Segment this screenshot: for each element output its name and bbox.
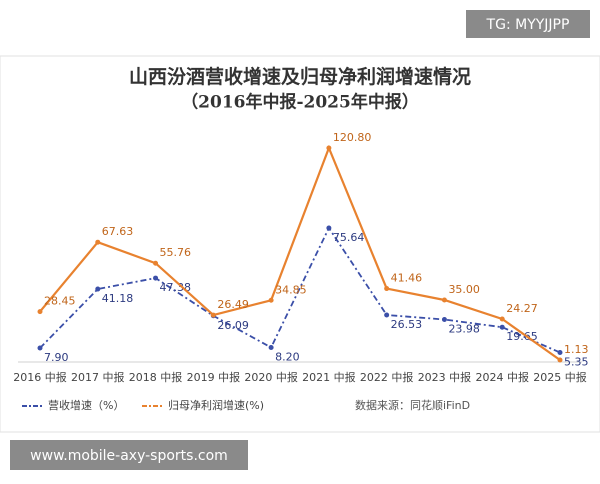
data-label: 23.98 xyxy=(448,323,480,336)
point xyxy=(210,312,216,318)
badge: TG: MYYJJPP xyxy=(486,17,570,33)
point xyxy=(384,286,390,292)
x-tick-label: 2025 中报 xyxy=(533,370,587,384)
x-tick-label: 2017 中报 xyxy=(71,370,125,384)
data-label: 26.09 xyxy=(217,319,249,332)
data-label: 75.64 xyxy=(333,231,365,244)
point xyxy=(95,239,101,245)
data-label: 24.27 xyxy=(506,302,538,315)
footer-bg xyxy=(10,440,248,470)
point xyxy=(153,260,159,266)
x-tick-label: 2020 中报 xyxy=(244,370,298,384)
data-label: 5.35 xyxy=(564,356,589,369)
point xyxy=(95,286,101,292)
point xyxy=(326,225,332,231)
legend-label: 归母净利润增速(%) xyxy=(168,398,264,412)
data-label: 55.76 xyxy=(160,246,192,259)
point xyxy=(268,344,274,350)
x-tick-label: 2019 中报 xyxy=(187,370,241,384)
point xyxy=(326,145,332,151)
x-tick-label: 2023 中报 xyxy=(418,370,472,384)
footer: www.mobile-axy-sports.com xyxy=(30,448,228,464)
point xyxy=(441,297,447,303)
data-label: 34.85 xyxy=(275,283,307,296)
point xyxy=(499,324,505,330)
x-tick-label: 2018 中报 xyxy=(129,370,183,384)
data-label: 41.46 xyxy=(391,272,423,285)
data-label: 35.00 xyxy=(448,283,480,296)
data-label: 1.13 xyxy=(564,343,589,356)
data-label: 41.18 xyxy=(102,292,133,305)
x-tick-label: 2021 中报 xyxy=(302,370,356,384)
point xyxy=(384,312,390,318)
data-label: 67.63 xyxy=(102,225,133,238)
data-label: 120.80 xyxy=(333,131,372,144)
data-label: 26.49 xyxy=(217,298,249,311)
point xyxy=(557,357,563,363)
point xyxy=(37,309,43,315)
point xyxy=(268,297,274,303)
data-label: 28.45 xyxy=(44,295,76,308)
point xyxy=(499,316,505,322)
point xyxy=(441,317,447,323)
data-label: 8.20 xyxy=(275,350,300,363)
x-tick-label: 2022 中报 xyxy=(360,370,414,384)
point xyxy=(153,275,159,281)
x-tick-label: 2016 中报 xyxy=(13,370,67,384)
data-label: 7.90 xyxy=(44,351,69,364)
source: 数据来源：同花顺iFinD xyxy=(355,398,470,412)
point xyxy=(37,345,43,351)
legend-label: 营收增速（%） xyxy=(48,398,124,412)
point xyxy=(557,350,563,356)
badge-bg xyxy=(466,10,590,38)
x-tick-label: 2024 中报 xyxy=(475,370,529,384)
data-label: 26.53 xyxy=(391,318,423,331)
chart-title: 山西汾酒营收增速及归母净利润增速情况 xyxy=(129,65,471,88)
chart-subtitle: （2016年中报-2025年中报） xyxy=(181,92,419,113)
series-line xyxy=(39,145,561,361)
data-label: 47.38 xyxy=(160,281,192,294)
